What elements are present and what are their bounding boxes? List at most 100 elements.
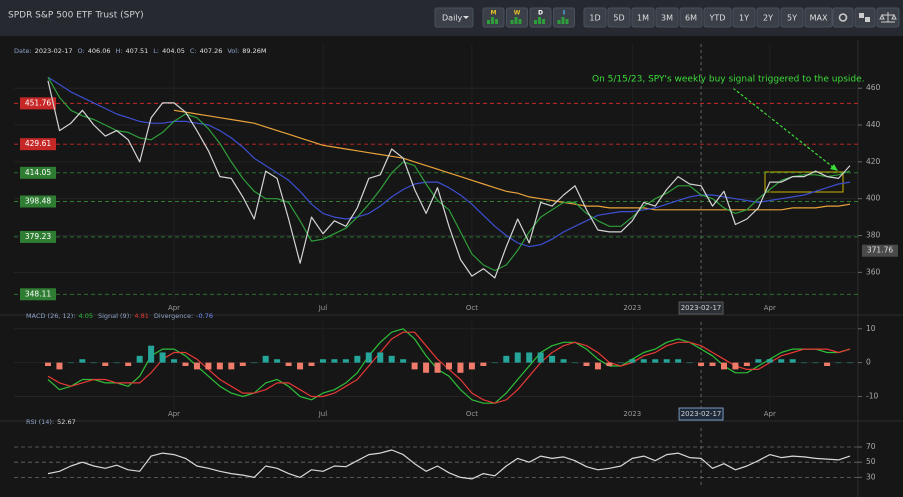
y-tick-label: 420 (866, 157, 881, 166)
period-label[interactable]: 1D (589, 14, 600, 23)
period-button[interactable] (631, 7, 655, 28)
signal-icon-bar (557, 20, 561, 24)
y-tick-label: 0 (866, 358, 871, 367)
histogram-bar (262, 355, 269, 363)
x-tick-label: Oct (466, 304, 478, 312)
period-button[interactable] (780, 7, 804, 28)
level-label: 348.11 (25, 289, 51, 298)
period-label[interactable]: 6M (685, 14, 697, 23)
info-value: 407.51 (126, 47, 149, 55)
histogram-bar (617, 362, 624, 364)
chart-area (0, 36, 903, 497)
level-label: 414.05 (25, 168, 51, 177)
period-button[interactable] (679, 7, 703, 28)
period-label[interactable]: 1Y (739, 14, 749, 23)
info-value: 89.26M (242, 47, 266, 55)
x-tick-label: Oct (466, 410, 478, 418)
histogram-bar (113, 362, 120, 364)
histogram-bar (90, 362, 97, 364)
level-label: 379.23 (25, 232, 51, 241)
price-marker-label: 371.76 (867, 246, 893, 255)
histogram-bar (560, 359, 567, 363)
signal-icon-bar (518, 19, 522, 24)
histogram-bar (79, 359, 86, 363)
histogram-bar (56, 362, 63, 370)
x-tick-label: Apr (168, 410, 180, 418)
signal-label[interactable]: M (491, 10, 497, 17)
crosshair-date: 2023-02-17 (681, 304, 722, 312)
histogram-bar (308, 362, 315, 366)
histogram-bar (698, 362, 705, 366)
period-button[interactable] (607, 7, 631, 28)
info-value: 2023-02-17 (35, 47, 73, 55)
histogram-bar (514, 352, 521, 363)
histogram-bar (446, 362, 452, 370)
histogram-bar (274, 359, 281, 363)
level-label-box (20, 97, 56, 110)
interval-label[interactable]: Daily (442, 14, 463, 23)
info-value: 406.06 (88, 47, 111, 55)
signal-label[interactable]: W (514, 10, 521, 17)
settings-button[interactable] (832, 7, 854, 28)
period-label[interactable]: 3M (661, 14, 673, 23)
period-button[interactable] (703, 7, 732, 28)
histogram-bar (377, 352, 384, 363)
period-label[interactable]: MAX (810, 14, 828, 23)
info-label: H: (115, 47, 122, 55)
signal-icon-bar (495, 19, 498, 24)
range-box (764, 171, 844, 193)
period-label[interactable]: YTD (709, 14, 726, 23)
legend-value: 4.81 (134, 312, 148, 320)
series-line (47, 76, 851, 248)
level-label-box (20, 288, 56, 301)
histogram-bar (835, 362, 842, 364)
signal-label[interactable]: D (538, 10, 543, 17)
histogram-bar (434, 362, 441, 373)
annotation: On 5/15/23, SPY's weekly buy signal trig… (592, 75, 865, 85)
histogram-bar (847, 362, 853, 364)
period-label[interactable]: 5D (613, 14, 624, 23)
x-tick-label: 2023 (623, 304, 641, 312)
histogram-bar (537, 352, 544, 363)
period-label[interactable]: 5Y (787, 14, 797, 23)
period-button[interactable] (583, 7, 607, 28)
histogram-bar (709, 362, 716, 366)
histogram-bar (491, 362, 498, 364)
histogram-bar (503, 355, 510, 363)
signal-label[interactable]: I (563, 10, 565, 17)
signal-icon-bar (491, 17, 494, 24)
histogram-bar (583, 362, 590, 366)
legend-name: RSI (14): (26, 418, 54, 426)
period-button[interactable] (732, 7, 756, 28)
interval-button[interactable] (434, 7, 474, 28)
histogram-bar (228, 362, 235, 370)
toolbar-title: SPDR S&P 500 ETF Trust (SPY) (8, 11, 144, 21)
period-button[interactable] (655, 7, 679, 28)
period-button[interactable] (804, 7, 833, 28)
legend-value: 4.05 (79, 312, 93, 320)
histogram-bar (411, 362, 418, 370)
histogram-bar (640, 359, 647, 363)
price-marker-box (862, 244, 898, 257)
histogram-bar (136, 355, 143, 363)
period-label[interactable]: 2Y (763, 14, 773, 23)
histogram-bar (675, 359, 682, 363)
histogram-bar (778, 359, 785, 363)
x-tick-label: 2023 (623, 410, 641, 418)
level-label: 398.48 (25, 197, 51, 206)
histogram-bar (606, 362, 613, 366)
info-label: Date: (14, 47, 32, 55)
period-button[interactable] (756, 7, 780, 28)
period-label[interactable]: 1M (637, 14, 649, 23)
histogram-bar (743, 362, 750, 366)
series-line (47, 328, 851, 404)
legend-name: Divergence: (154, 312, 193, 320)
legend-name: MACD (26, 12): (26, 312, 76, 320)
histogram-bar (652, 359, 659, 363)
x-tick-label: Apr (764, 410, 776, 418)
histogram-bar (342, 359, 349, 363)
y-tick-label: 440 (866, 120, 881, 129)
histogram-bar (125, 362, 132, 366)
